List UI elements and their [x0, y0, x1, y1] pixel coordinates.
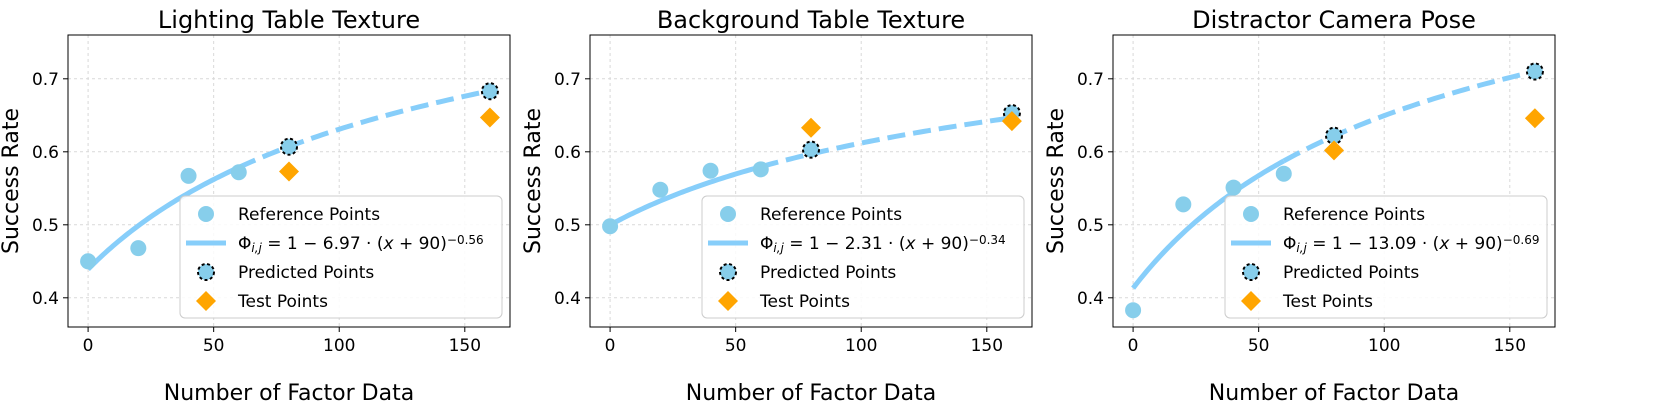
reference-point — [1275, 165, 1292, 182]
y-axis-label: Success Rate — [1044, 108, 1069, 254]
legend: Reference Points Φi,j = 1 − 13.09 · (x + … — [1224, 195, 1548, 319]
predicted-point — [802, 140, 820, 159]
legend-fit-label: Φi,j = 1 − 13.09 · (x + 90)−0.69 — [1283, 233, 1539, 255]
y-tick-label: 0.4 — [554, 289, 581, 309]
legend-reference-label: Reference Points — [760, 205, 902, 225]
x-tick-label: 150 — [449, 336, 481, 356]
x-axis-label: Number of Factor Data — [164, 381, 414, 406]
legend-reference-label: Reference Points — [238, 205, 380, 225]
reference-point — [1125, 302, 1142, 319]
x-axis-label: Number of Factor Data — [686, 381, 936, 406]
legend: Reference Points Φi,j = 1 − 6.97 · (x + 9… — [179, 195, 503, 319]
plot-frame — [589, 34, 1033, 328]
chart-title: Distractor Camera Pose — [1192, 6, 1476, 34]
reference-point — [130, 240, 147, 257]
legend-reference-marker — [720, 206, 736, 222]
chart-panel-3: 0 50 100 150 0.4 0.5 0.6 0.7 Distractor Camera P… — [1044, 6, 1556, 406]
legend-predicted-label: Predicted Points — [238, 263, 374, 283]
legend-box — [1224, 195, 1548, 319]
legend-test-marker — [1241, 291, 1261, 311]
y-tick-label: 0.4 — [1077, 289, 1104, 309]
y-axis-label: Success Rate — [0, 108, 24, 254]
x-tick-label: 100 — [1368, 336, 1400, 356]
legend-box — [179, 195, 503, 319]
legend-test-label: Test Points — [237, 292, 328, 312]
x-tick-label: 0 — [83, 336, 94, 356]
fit-line-dashed — [237, 88, 491, 170]
reference-point — [602, 218, 619, 235]
y-tick-label: 0.7 — [554, 70, 581, 90]
legend-predicted-label: Predicted Points — [760, 263, 896, 283]
x-tick-label: 100 — [845, 336, 877, 356]
reference-point — [1225, 179, 1242, 196]
x-tick-label: 50 — [1248, 336, 1270, 356]
x-axis-label: Number of Factor Data — [1209, 381, 1459, 406]
fit-line-solid — [1131, 158, 1285, 290]
x-tick-label: 0 — [605, 336, 616, 356]
legend-test-label: Test Points — [759, 292, 850, 312]
legend-predicted-marker — [197, 263, 215, 281]
x-tick-label: 100 — [323, 336, 355, 356]
y-tick-label: 0.5 — [1077, 216, 1104, 236]
y-tick-label: 0.6 — [1077, 143, 1104, 163]
chart-title: Lighting Table Texture — [158, 6, 420, 34]
chart-panel-2: 0 50 100 150 0.4 0.5 0.6 0.7 Background Table Te… — [521, 6, 1033, 406]
legend-test-marker — [196, 291, 216, 311]
y-tick-label: 0.4 — [32, 289, 59, 309]
test-point — [801, 117, 821, 138]
legend-reference-marker — [198, 206, 214, 222]
legend-predicted-marker — [719, 263, 737, 281]
test-point — [479, 107, 500, 128]
test-point — [1324, 140, 1344, 161]
reference-point — [230, 164, 247, 181]
y-tick-label: 0.6 — [32, 143, 59, 163]
plot-frame — [67, 34, 511, 328]
reference-point — [180, 167, 197, 184]
y-tick-label: 0.6 — [554, 143, 581, 163]
x-tick-label: 50 — [203, 336, 225, 356]
test-point — [1524, 108, 1545, 129]
legend: Reference Points Φi,j = 1 − 2.31 · (x + 9… — [701, 195, 1025, 319]
x-tick-label: 150 — [1494, 336, 1526, 356]
legend-test-label: Test Points — [1282, 292, 1373, 312]
y-axis-label: Success Rate — [521, 108, 546, 254]
plot-frame — [1112, 34, 1556, 328]
x-tick-label: 0 — [1128, 336, 1139, 356]
x-tick-label: 50 — [725, 336, 747, 356]
reference-point — [80, 253, 97, 270]
legend-fit-label: Φi,j = 1 − 2.31 · (x + 90)−0.34 — [760, 233, 1006, 255]
reference-point — [702, 162, 719, 179]
chart-title: Background Table Texture — [657, 6, 965, 34]
fit-line-solid — [86, 165, 240, 271]
test-point — [279, 161, 299, 182]
y-tick-label: 0.5 — [32, 216, 59, 236]
test-point — [1001, 111, 1022, 132]
fit-line-dashed — [1282, 69, 1536, 164]
legend-predicted-label: Predicted Points — [1283, 263, 1419, 283]
reference-point — [1175, 196, 1192, 213]
y-tick-label: 0.7 — [32, 70, 59, 90]
y-tick-label: 0.7 — [1077, 70, 1104, 90]
predicted-point — [280, 137, 298, 156]
legend-reference-marker — [1243, 206, 1259, 222]
reference-point — [652, 181, 669, 198]
legend-fit-label: Φi,j = 1 − 6.97 · (x + 90)−0.56 — [238, 233, 484, 255]
predicted-point — [1525, 62, 1544, 81]
fit-line-dashed — [760, 115, 1013, 170]
predicted-point — [480, 82, 499, 101]
y-tick-label: 0.5 — [554, 216, 581, 236]
legend-box — [701, 195, 1025, 319]
fit-line-solid — [608, 164, 762, 228]
reference-point — [752, 161, 769, 178]
x-tick-label: 150 — [971, 336, 1003, 356]
legend-test-marker — [718, 291, 738, 311]
legend-reference-label: Reference Points — [1283, 205, 1425, 225]
legend-predicted-marker — [1242, 263, 1260, 281]
chart-panel-1: 0 50 100 150 0.4 0.5 0.6 0.7 Lighting Table Text… — [0, 6, 511, 406]
